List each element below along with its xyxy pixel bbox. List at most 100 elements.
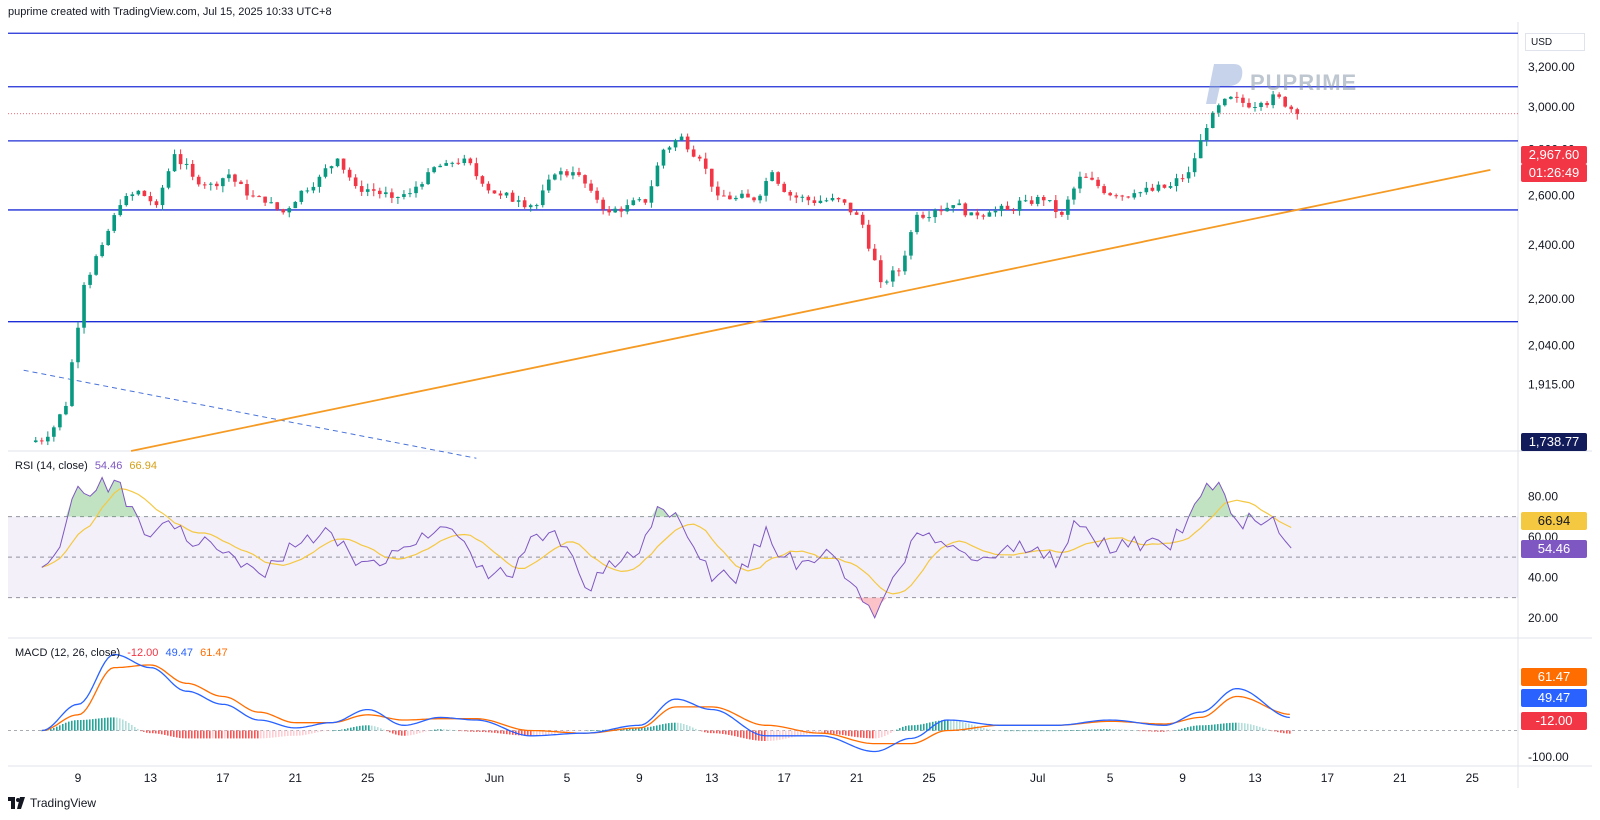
macd-hist-bar: [1180, 728, 1183, 731]
macd-hist-bar: [193, 730, 196, 739]
rsi-legend[interactable]: RSI (14, close) 54.46 66.94: [15, 460, 161, 472]
macd-value-tag: 49.47: [1521, 689, 1587, 707]
macd-hist-bar: [712, 730, 715, 734]
macd-hist-bar: [832, 730, 835, 734]
candle-body: [1271, 94, 1275, 106]
macd-hist-bar: [445, 729, 448, 731]
candle-body: [456, 162, 461, 164]
candle-body: [359, 186, 364, 192]
candle-body: [257, 196, 261, 198]
macd-hist-bar: [466, 730, 469, 732]
macd-hist-bar: [997, 730, 1000, 732]
macd-hist-bar: [652, 726, 655, 731]
price-axis[interactable]: 3,200.003,000.002,800.002,600.002,400.00…: [1528, 60, 1575, 391]
macd-hist-bar: [787, 730, 790, 739]
candle-body: [625, 205, 630, 212]
macd-hist-bar: [580, 730, 583, 732]
candle-body: [1023, 200, 1028, 202]
macd-hist-bar: [136, 728, 139, 731]
macd-hist-bar: [982, 728, 985, 731]
currency-label[interactable]: USD: [1525, 33, 1585, 51]
candle-body: [794, 195, 799, 198]
macd-hist-bar: [1138, 730, 1141, 732]
macd-hist-bar: [208, 730, 211, 739]
macd-hist-bar: [937, 720, 940, 731]
macd-hist-bar: [1054, 730, 1057, 732]
macd-hist-bar: [949, 720, 952, 731]
candle-body: [860, 214, 865, 225]
macd-pane[interactable]: [8, 653, 1518, 753]
candle-body: [142, 190, 147, 197]
candle-body: [377, 190, 382, 195]
macd-hist-bar: [160, 730, 163, 735]
macd-hist-bar: [139, 730, 142, 732]
macd-hist-bar: [841, 730, 844, 736]
macd-hist-bar: [928, 722, 931, 731]
candle-body: [281, 209, 286, 213]
candle-body: [504, 192, 509, 196]
macd-hist-bar: [538, 730, 541, 736]
macd-hist-bar: [310, 730, 313, 734]
rsi-ma-line: [41, 487, 1292, 595]
candle-body: [396, 196, 400, 198]
macd-legend-title: MACD (12, 26, close): [15, 647, 121, 659]
candle-body: [184, 163, 189, 165]
candle-body: [764, 181, 768, 196]
macd-hist-bar: [571, 730, 574, 732]
candle-body: [553, 174, 557, 180]
macd-hist-bar: [469, 730, 472, 732]
candle-body: [643, 199, 648, 203]
macd-hist-bar: [1126, 729, 1129, 731]
candle-body: [166, 171, 171, 188]
candle-body: [595, 190, 599, 200]
candle-body: [999, 205, 1004, 211]
candle-body: [353, 177, 358, 187]
candle-body: [1017, 200, 1022, 211]
macd-hist-bar: [82, 719, 85, 731]
macd-hist-bar: [262, 730, 265, 739]
price-tick-label: 2,200.00: [1528, 292, 1575, 306]
macd-hist-bar: [574, 730, 577, 732]
rsi-overbought-fill: [41, 477, 1292, 517]
macd-hist-bar: [1171, 730, 1174, 732]
macd-hist-bar: [634, 727, 637, 731]
price-pane[interactable]: [8, 32, 1518, 459]
macd-hist-bar: [934, 721, 937, 731]
macd-hist-bar: [658, 724, 661, 731]
macd-hist-bar: [1144, 730, 1147, 732]
macd-hist-bar: [751, 730, 754, 740]
macd-hist-bar: [1246, 723, 1249, 731]
candle-body: [1084, 176, 1088, 178]
rsi-pane[interactable]: [8, 476, 1518, 620]
candle-body: [106, 230, 110, 246]
macd-hist-bar: [505, 730, 508, 735]
candle-body: [1198, 140, 1203, 159]
macd-legend-signal: 61.47: [200, 647, 228, 659]
candle-body: [323, 168, 328, 177]
candle-body: [1011, 209, 1016, 211]
candle-body: [528, 205, 533, 208]
candle-body: [275, 202, 279, 210]
macd-legend[interactable]: MACD (12, 26, close) -12.00 49.47 61.47: [15, 647, 232, 659]
macd-hist-bar: [430, 730, 433, 731]
time-axis[interactable]: 9 13 17 21 25 Jun 5 9 13 17 21 25 Jul 5 9 13 17 21 25: [75, 771, 1480, 785]
macd-hist-bar: [661, 724, 664, 731]
macd-hist-bar: [793, 730, 796, 737]
current-price-tag: 2,967.60: [1521, 146, 1587, 164]
candle-body: [981, 215, 986, 217]
time-tick-label: Jul: [1030, 771, 1045, 785]
tradingview-footer[interactable]: TradingView: [8, 796, 96, 810]
candle-body: [299, 190, 304, 202]
candle-body: [1066, 199, 1070, 215]
macd-hist-bar: [943, 720, 946, 731]
macd-hist-bar: [439, 729, 442, 731]
macd-hist-bar: [316, 730, 319, 733]
candle-body: [335, 158, 340, 167]
candle-body: [637, 199, 642, 201]
candle-body: [1265, 102, 1269, 106]
macd-hist-bar: [292, 730, 295, 736]
macd-hist-bar: [940, 720, 943, 731]
macd-hist-bar: [271, 730, 274, 738]
macd-hist-bar: [976, 726, 979, 731]
